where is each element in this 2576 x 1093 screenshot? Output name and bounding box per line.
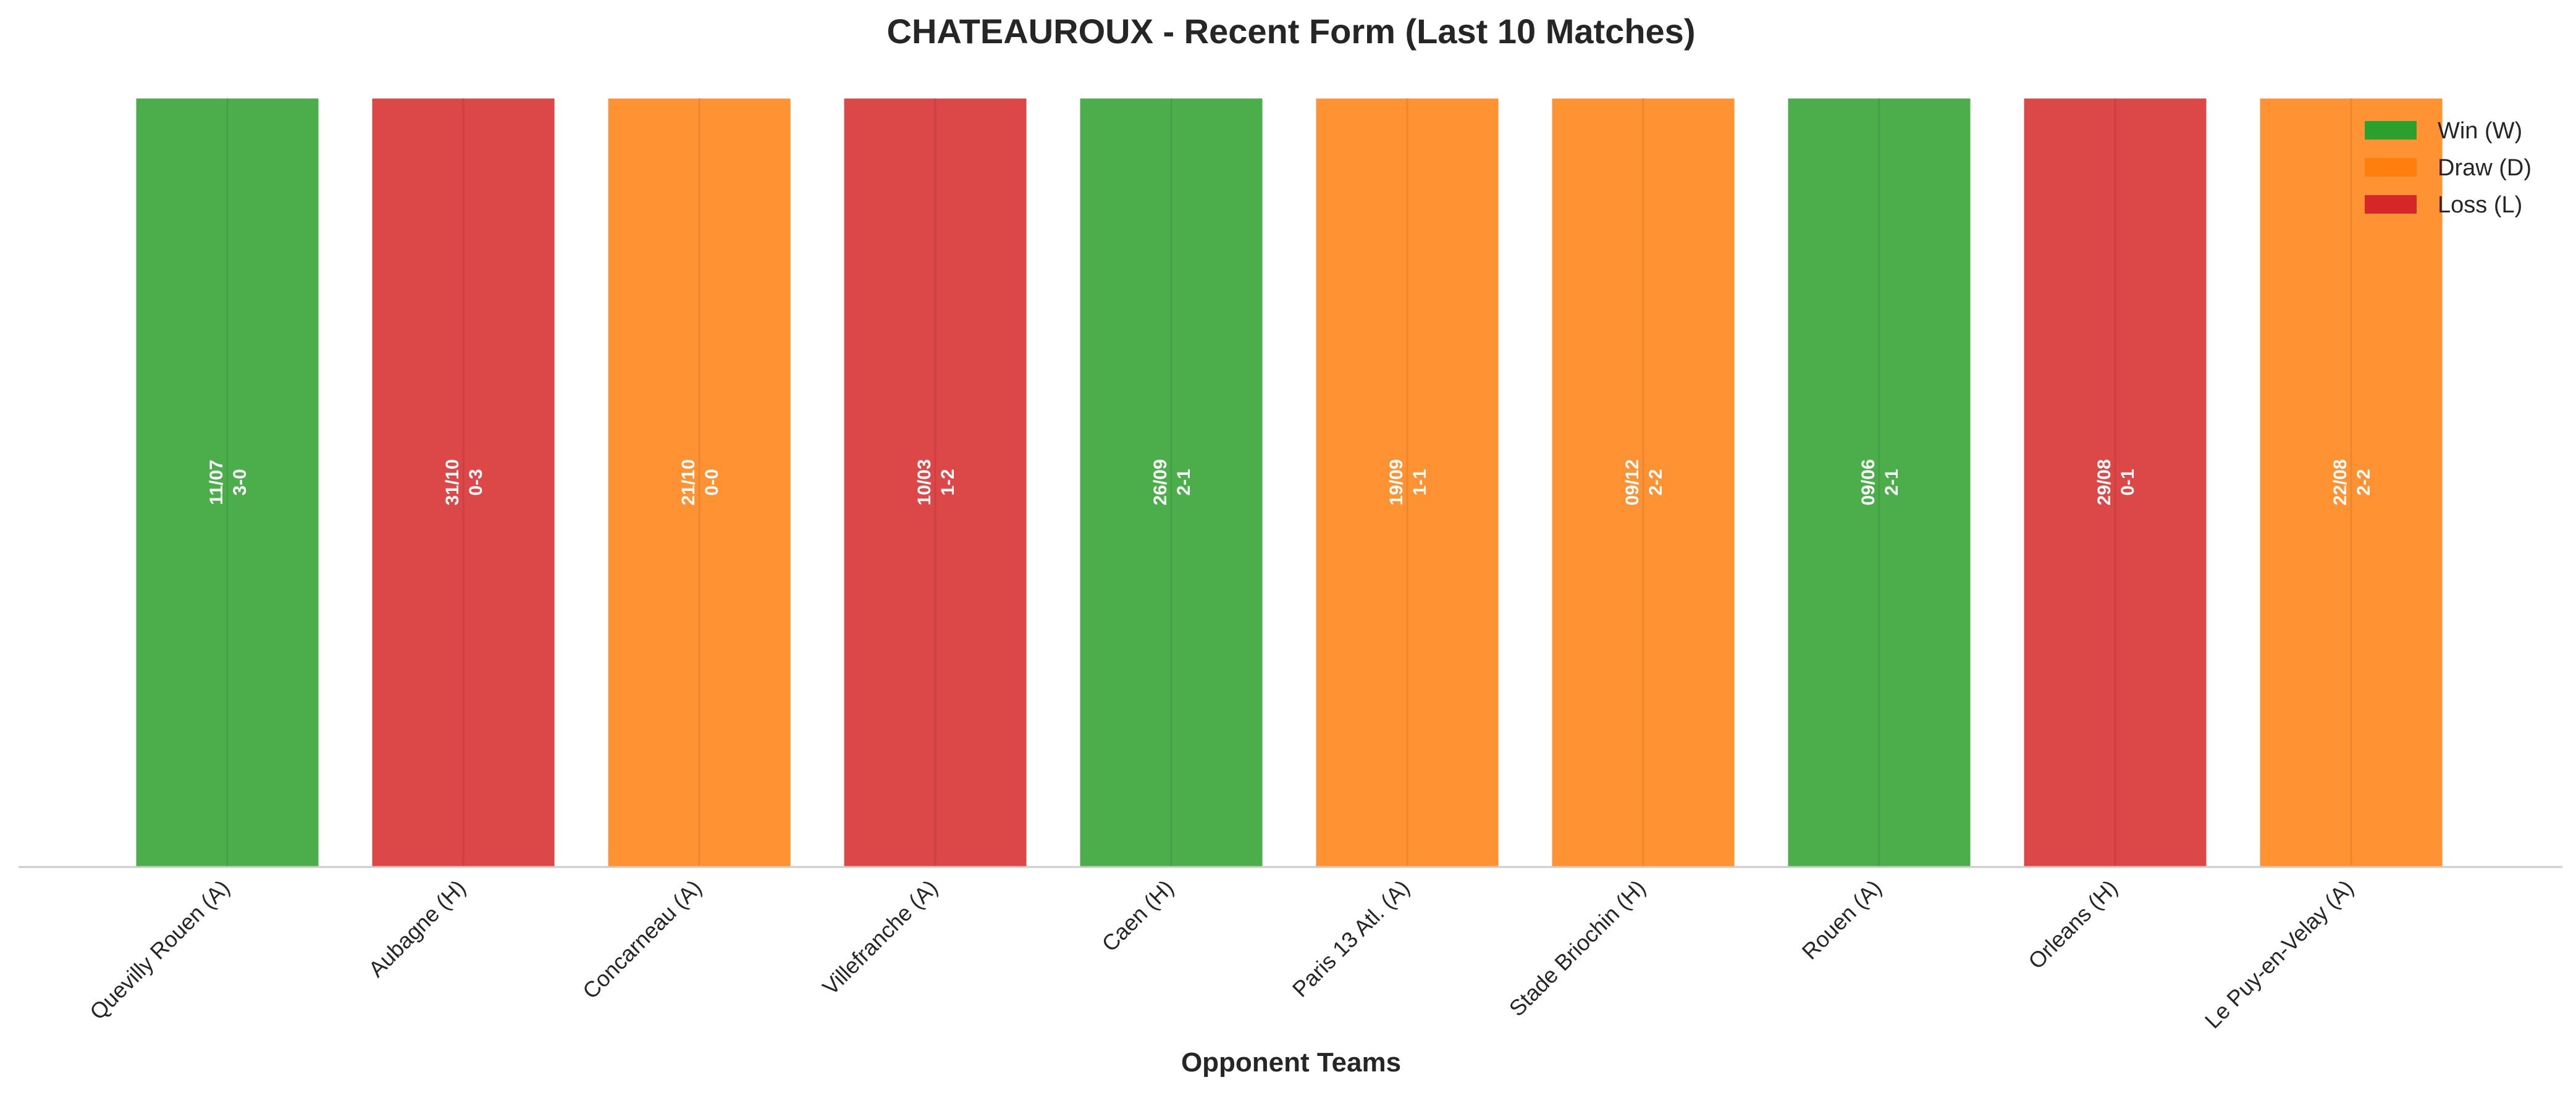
x-tick-label: Villefranche (A): [817, 875, 943, 1000]
bar-label-date: 09/06: [1858, 459, 1879, 505]
x-tick-label: Paris 13 Atl. (A): [1287, 875, 1415, 1002]
bar: [2258, 96, 2444, 868]
bar: [370, 96, 557, 868]
legend-label: Win (W): [2438, 118, 2522, 144]
bar-label: 11/07 3-0: [206, 459, 250, 505]
chart-title: CHATEAUROUX - Recent Form (Last 10 Match…: [887, 12, 1696, 51]
x-tick-label: Orleans (H): [2023, 875, 2123, 974]
bar-label: 19/09 1-1: [1386, 459, 1430, 505]
bar-label-date: 26/09: [1150, 459, 1171, 505]
bar-label-score: 0-3: [466, 469, 486, 495]
bar-label-date: 22/08: [2330, 459, 2351, 505]
x-tick-label: Rouen (A): [1797, 875, 1887, 965]
x-tick-labels: Quevilly Rouen (A) Aubagne (H) Concarneau …: [85, 875, 2359, 1034]
bar-label: 26/09 2-1: [1150, 459, 1194, 505]
bar-label-date: 29/08: [2094, 459, 2115, 505]
bar-label-score: 1-1: [1410, 469, 1430, 495]
bar-label: 21/10 0-0: [678, 459, 722, 505]
x-tick-label: Caen (H): [1096, 875, 1178, 957]
bar-label-date: 11/07: [206, 459, 227, 505]
bar-label-date: 31/10: [442, 459, 463, 505]
bar-label: 31/10 0-3: [442, 459, 486, 505]
bar-label-date: 10/03: [914, 459, 935, 505]
legend-swatch: [2365, 158, 2417, 177]
x-tick-label: Stade Briochin (H): [1504, 875, 1651, 1021]
bar: [606, 96, 793, 868]
bar: [842, 96, 1029, 868]
bar-label-score: 3-0: [230, 469, 250, 495]
bar-label-date: 19/09: [1386, 459, 1407, 505]
bar-label: 09/06 2-1: [1858, 459, 1902, 505]
bar-label: 29/08 0-1: [2094, 459, 2138, 505]
x-axis-label: Opponent Teams: [1181, 1047, 1401, 1078]
bar-label-score: 2-1: [1882, 469, 1902, 495]
legend-label: Loss (L): [2438, 192, 2522, 218]
bar-label-score: 2-2: [1646, 469, 1666, 495]
bar-label-score: 1-2: [938, 469, 958, 495]
bar: [1314, 96, 1501, 868]
x-tick-label: Aubagne (H): [363, 875, 470, 982]
legend-swatch: [2365, 121, 2417, 140]
bar-label-score: 2-1: [1174, 469, 1194, 495]
x-tick-label: Le Puy-en-Velay (A): [2200, 875, 2359, 1034]
bar-label-date: 21/10: [678, 459, 699, 505]
plot-area: 11/07 3-0 31/10 0-3 21/10 0-0 10/03 1-2 26/09 2-1…: [134, 96, 2444, 868]
bar-label: 09/12 2-2: [1622, 459, 1666, 505]
x-tick-label: Concarneau (A): [578, 875, 707, 1004]
x-tick-label: Quevilly Rouen (A): [85, 875, 235, 1025]
bar-label-date: 09/12: [1622, 459, 1643, 505]
legend-swatch: [2365, 195, 2417, 214]
bar-label-score: 2-2: [2354, 469, 2374, 495]
bar: [1078, 96, 1265, 868]
legend: Win (W) Draw (D) Loss (L): [2365, 118, 2532, 218]
legend-label: Draw (D): [2438, 155, 2532, 181]
bar: [1550, 96, 1736, 868]
bar-label: 22/08 2-2: [2330, 459, 2374, 505]
bar-label-score: 0-1: [2118, 469, 2138, 495]
bar: [134, 96, 321, 868]
bar-label-score: 0-0: [702, 469, 722, 495]
bar-label: 10/03 1-2: [914, 459, 958, 505]
